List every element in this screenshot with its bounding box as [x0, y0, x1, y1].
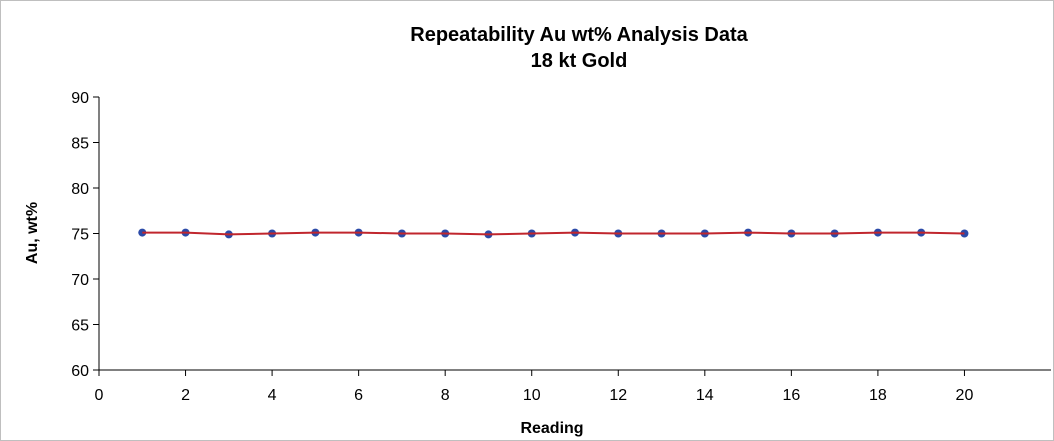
chart-subtitle: 18 kt Gold — [531, 50, 628, 72]
x-tick-label: 12 — [609, 387, 627, 404]
series-line — [142, 231, 965, 236]
y-axis-ticks: 60 65 70 75 80 85 90 — [71, 90, 99, 380]
x-tick-label: 0 — [95, 387, 104, 404]
y-tick-label: 90 — [71, 90, 89, 107]
series-layer — [138, 228, 969, 239]
y-tick-label: 65 — [71, 318, 89, 335]
y-axis-title: Au, wt% — [24, 202, 41, 264]
y-tick-label: 85 — [71, 136, 89, 153]
x-tick-label: 20 — [956, 387, 974, 404]
x-tick-label: 4 — [268, 387, 277, 404]
chart-title: Repeatability Au wt% Analysis Data — [410, 24, 748, 46]
x-tick-label: 14 — [696, 387, 714, 404]
y-tick-label: 70 — [71, 272, 89, 289]
y-tick-label: 75 — [71, 227, 89, 244]
x-tick-label: 6 — [354, 387, 363, 404]
x-tick-label: 10 — [523, 387, 541, 404]
x-axis-ticks: 0 2 4 6 8 10 12 14 16 18 20 — [95, 370, 974, 404]
y-tick-label: 60 — [71, 363, 89, 380]
y-tick-label: 80 — [71, 181, 89, 198]
x-tick-label: 16 — [782, 387, 800, 404]
x-tick-label: 2 — [181, 387, 190, 404]
x-tick-label: 18 — [869, 387, 887, 404]
x-tick-label: 8 — [441, 387, 450, 404]
x-axis-title: Reading — [520, 420, 583, 437]
